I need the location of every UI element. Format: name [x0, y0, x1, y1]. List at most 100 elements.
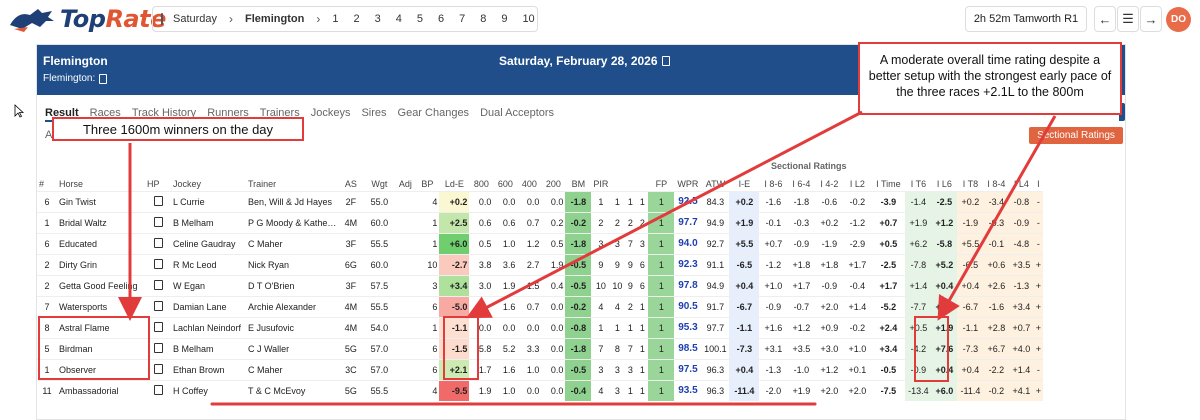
- table-cell: +1.0: [759, 274, 788, 296]
- column-header[interactable]: [624, 177, 636, 191]
- next-race-button[interactable]: 2h 52m Tamworth R1: [965, 6, 1087, 32]
- race-number-9[interactable]: 9: [501, 13, 508, 25]
- column-header[interactable]: BM: [571, 178, 586, 189]
- table-cell: L Currie: [171, 190, 246, 212]
- column-header[interactable]: I 6-4: [792, 178, 811, 189]
- table-cell: +2.0: [815, 295, 844, 317]
- document-icon[interactable]: [153, 258, 163, 269]
- column-header[interactable]: FP: [655, 178, 668, 189]
- document-icon[interactable]: [153, 384, 163, 395]
- column-header[interactable]: I-E: [738, 178, 751, 189]
- column-header[interactable]: Ld-E: [444, 178, 464, 189]
- column-header[interactable]: I T6: [910, 178, 927, 189]
- column-header[interactable]: [636, 177, 648, 191]
- back-arrow-icon[interactable]: ←: [1094, 6, 1116, 32]
- table-cell: 0.5: [469, 232, 494, 254]
- document-icon[interactable]: [153, 279, 163, 290]
- race-number-5[interactable]: 5: [416, 13, 423, 25]
- tab-sires[interactable]: Sires: [361, 107, 387, 119]
- document-icon[interactable]: [153, 237, 163, 248]
- tab-jockeys[interactable]: Jockeys: [310, 107, 351, 119]
- document-icon[interactable]: [153, 300, 163, 311]
- calendar-icon[interactable]: [161, 13, 163, 25]
- column-header[interactable]: I: [1037, 178, 1040, 189]
- tab-track-history[interactable]: Track History: [131, 107, 197, 119]
- column-header[interactable]: #: [39, 178, 45, 189]
- column-header[interactable]: WPR: [677, 178, 699, 189]
- column-header[interactable]: HP: [147, 178, 160, 189]
- race-number-8[interactable]: 8: [480, 13, 487, 25]
- tab-gear-changes[interactable]: Gear Changes: [397, 107, 470, 119]
- column-header[interactable]: PIR: [593, 178, 609, 189]
- column-header[interactable]: Trainer: [248, 178, 277, 189]
- list-icon[interactable]: ☰: [1117, 6, 1139, 32]
- table-cell: +1.2: [931, 211, 958, 233]
- column-header[interactable]: Wgt: [371, 178, 388, 189]
- column-header[interactable]: 600: [497, 178, 513, 189]
- race-number-6[interactable]: 6: [437, 13, 445, 25]
- column-header[interactable]: 400: [521, 178, 537, 189]
- logo[interactable]: TopRate: [8, 3, 166, 35]
- document-icon[interactable]: [153, 342, 163, 353]
- race-number-7[interactable]: 7: [459, 13, 466, 25]
- race-number-1[interactable]: 1: [332, 13, 339, 25]
- column-header[interactable]: I Time: [876, 178, 901, 189]
- sub-tab[interactable]: A: [45, 129, 53, 141]
- table-cell: 4M: [338, 211, 364, 233]
- table-cell: 6: [37, 190, 57, 212]
- column-header[interactable]: [610, 177, 624, 191]
- column-header[interactable]: I L6: [936, 178, 952, 189]
- table-row[interactable]: 1 Bridal Waltz B Melham P G Moody & Kathe… 4…: [37, 211, 1044, 233]
- table-cell: 1: [37, 211, 57, 233]
- column-header[interactable]: I L4: [1013, 178, 1029, 189]
- document-icon[interactable]: [153, 363, 163, 374]
- race-number-2[interactable]: 2: [353, 13, 360, 25]
- table-row[interactable]: 6 Educated Celine Gaudray C Maher 3F 55.5 1 +6.…: [37, 232, 1044, 254]
- document-icon[interactable]: [661, 56, 670, 66]
- table-row[interactable]: 5 Birdman B Melham C J Waller 5G 57.0 6 -1.5 5.8…: [37, 337, 1044, 359]
- column-header[interactable]: ATW: [705, 178, 726, 189]
- race-number-4[interactable]: 4: [395, 13, 402, 25]
- tab-dual-acceptors[interactable]: Dual Acceptors: [480, 107, 555, 119]
- race-number-10[interactable]: 10: [522, 13, 535, 25]
- table-row[interactable]: 7 Watersports Damian Lane Archie Alexander 4…: [37, 295, 1044, 317]
- column-header[interactable]: Horse: [59, 178, 84, 189]
- race-number-3[interactable]: 3: [374, 13, 381, 25]
- venue-label[interactable]: Flemington: [245, 13, 305, 25]
- table-row[interactable]: 2 Dirty Grin R Mc Leod Nick Ryan 6G 60.0 10 -2.…: [37, 253, 1044, 275]
- column-header[interactable]: AS: [344, 178, 357, 189]
- document-icon[interactable]: [153, 321, 163, 332]
- table-row[interactable]: 11 Ambassadorial H Coffey T & C McEvoy 5G 55.…: [37, 379, 1044, 401]
- column-header[interactable]: I 4-2: [820, 178, 839, 189]
- table-cell: 6: [636, 274, 649, 296]
- race-selector: Saturday › Flemington › 1 2 3 4 5 6 7 8 9 10: [152, 6, 538, 32]
- table-cell: -0.2: [565, 295, 592, 317]
- column-header[interactable]: I L2: [849, 178, 865, 189]
- document-icon[interactable]: [153, 216, 163, 227]
- column-header[interactable]: Adj: [398, 178, 412, 189]
- table-row[interactable]: 6 Gin Twist L Currie Ben, Will & Jd Hayes 2F…: [37, 190, 1044, 212]
- sectional-ratings-button[interactable]: Sectional Ratings: [1029, 127, 1123, 144]
- column-header[interactable]: 200: [545, 178, 561, 189]
- column-header[interactable]: I 8-6: [764, 178, 783, 189]
- table-cell: -6.5: [957, 253, 984, 275]
- column-header[interactable]: 800: [473, 178, 489, 189]
- table-cell: Lachlan Neindorf: [171, 316, 246, 338]
- column-header[interactable]: I T8: [962, 178, 979, 189]
- tab-trainers[interactable]: Trainers: [259, 107, 300, 119]
- column-header[interactable]: I 8-4: [987, 178, 1006, 189]
- table-row[interactable]: 1 Observer Ethan Brown C Maher 3C 57.0 6 +2.1 1.…: [37, 358, 1044, 380]
- table-cell: 6: [415, 358, 440, 380]
- tab-races[interactable]: Races: [89, 107, 121, 119]
- table-cell: 57.0: [363, 358, 396, 380]
- table-row[interactable]: 2 Getta Good Feeling W Egan D T O'Brien 3F 57…: [37, 274, 1044, 296]
- column-header[interactable]: Jockey: [173, 178, 202, 189]
- column-header[interactable]: BP: [421, 178, 434, 189]
- forward-arrow-icon[interactable]: →: [1140, 6, 1162, 32]
- day-label[interactable]: Saturday: [173, 13, 218, 25]
- document-icon[interactable]: [99, 73, 108, 84]
- tab-runners[interactable]: Runners: [207, 107, 249, 119]
- document-icon[interactable]: [153, 195, 163, 206]
- table-row[interactable]: 8 Astral Flame Lachlan Neindorf E Jusufovic…: [37, 316, 1044, 338]
- avatar[interactable]: DO: [1166, 7, 1191, 32]
